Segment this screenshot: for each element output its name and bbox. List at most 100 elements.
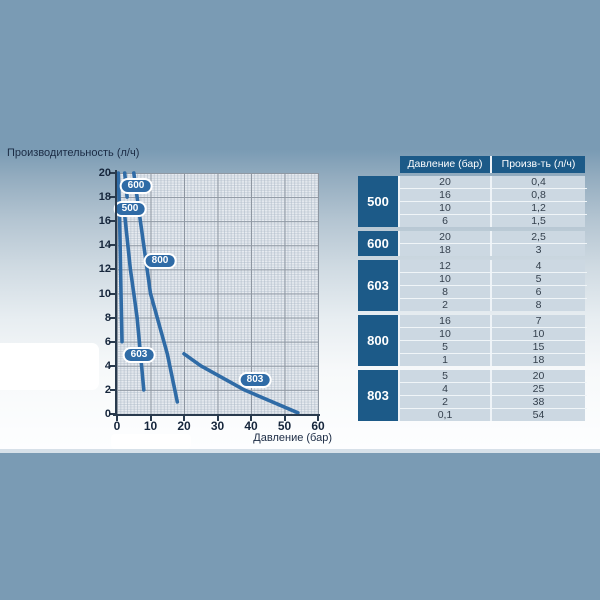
y-tick-mark [110,292,116,295]
x-tick-label: 60 [311,419,325,433]
table-row: 5 20 [400,370,587,383]
x-tick-label: 30 [210,419,225,433]
y-tick-label: 18 [98,191,111,204]
table-row: 16 0,8 [400,189,587,202]
table-group-600: 600 20 2,5 18 3 [358,231,587,256]
y-tick-label: 16 [98,215,111,228]
bottom-footer-band [0,453,600,600]
footer-divider [0,449,600,453]
flow-value: 2,5 [492,231,585,243]
pressure-value: 16 [400,189,492,201]
model-cell: 500 [358,176,400,227]
x-tick-mark [250,416,252,421]
pressure-value: 0,1 [400,409,492,421]
y-tick-mark [110,244,116,247]
y-tick-mark [110,364,116,367]
x-tick-mark [216,416,219,421]
y-tick-label: 0 [104,408,111,420]
pressure-value: 16 [400,315,492,327]
flow-value: 10 [492,328,585,340]
table-row: 18 3 [400,244,587,256]
y-tick-label: 20 [98,167,111,179]
x-tick-mark [116,416,118,421]
content-box-left [0,343,99,390]
x-tick-label: 0 [113,419,121,433]
table-row: 10 1,2 [400,202,587,215]
flow-value: 6 [492,286,585,298]
x-tick-label: 40 [244,419,258,433]
pressure-value: 20 [400,231,492,243]
curve-603 [122,213,146,392]
column-header-flow: Произв-ть (л/ч) [492,156,585,173]
spec-table: Давление (бар) Произв-ть (л/ч) 500 20 0,4 1… [358,156,587,421]
curve-lines [116,171,300,415]
y-axis-title: Производительность (л/ч) [7,147,140,159]
table-body: 500 20 0,4 16 0,8 10 1,2 6 1,5 600 20 2,5 18 3 603 12 4 1… [358,176,587,421]
curve-label-500: 500 [113,201,147,217]
model-cell: 600 [358,231,400,256]
table-row: 6 1,5 [400,215,587,227]
x-tick-label: 10 [143,419,158,433]
flow-value: 1,5 [492,215,585,227]
model-cell: 603 [358,260,400,311]
curve-803 [182,352,300,415]
table-group-500: 500 20 0,4 16 0,8 10 1,2 6 1,5 [358,176,587,227]
pressure-value: 2 [400,299,492,311]
curve-500 [116,171,124,344]
y-tick-mark [110,413,116,415]
flow-value: 8 [492,299,585,311]
x-axis-title: Давление (бар) [253,432,332,444]
y-tick-label: 14 [98,239,111,252]
curve-label-600: 600 [119,178,153,194]
table-row: 5 15 [400,341,587,354]
pressure-value: 10 [400,328,492,340]
flow-value: 38 [492,396,585,408]
table-row: 20 0,4 [400,176,587,189]
y-tick-mark [110,196,116,199]
flow-value: 1,2 [492,202,585,214]
pressure-value: 8 [400,286,492,298]
y-tick-label: 10 [98,287,111,300]
x-tick-mark [183,416,185,421]
flow-value: 25 [492,383,585,395]
x-tick-mark [317,416,319,421]
table-row: 4 25 [400,383,587,396]
pressure-value: 5 [400,370,492,382]
flow-value: 20 [492,370,585,382]
table-row: 12 4 [400,260,587,273]
flow-value: 15 [492,341,585,353]
pressure-value: 2 [400,396,492,408]
y-tick-mark [110,172,116,174]
y-tick-mark [110,340,116,343]
pressure-value: 5 [400,341,492,353]
x-tick-label: 20 [177,419,191,433]
content-box-bottom [111,434,191,449]
table-row: 10 10 [400,328,587,341]
y-tick-label: 12 [98,263,111,276]
x-tick-mark [149,416,152,421]
curve-label-603: 603 [122,347,156,363]
flow-value: 4 [492,260,585,272]
pressure-value: 1 [400,354,492,366]
table-group-800: 800 16 7 10 10 5 15 1 18 [358,315,587,366]
y-tick-mark [110,316,116,319]
pressure-value: 10 [400,202,492,214]
flow-value: 18 [492,354,585,366]
column-header-pressure: Давление (бар) [400,156,492,173]
table-row: 0,1 54 [400,409,587,421]
x-tick-label: 50 [277,419,292,433]
y-tick-label: 8 [104,311,111,324]
flow-value: 3 [492,244,585,256]
table-group-803: 803 5 20 4 25 2 38 0,1 54 [358,370,587,421]
y-tick-mark [110,268,116,271]
flow-value: 5 [492,273,585,285]
table-row: 2 38 [400,396,587,409]
table-group-603: 603 12 4 10 5 8 6 2 8 [358,260,587,311]
y-tick-mark [110,388,116,391]
y-tick-mark [110,220,116,223]
table-row: 20 2,5 [400,231,587,244]
y-tick-label: 2 [104,383,111,396]
